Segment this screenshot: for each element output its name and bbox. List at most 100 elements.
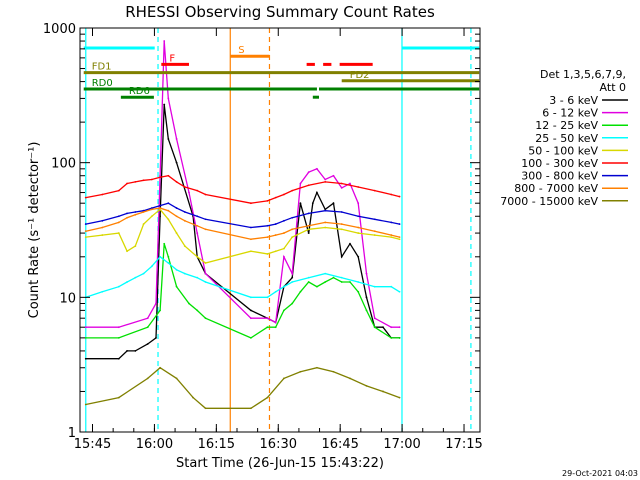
series-3-point-7 <box>159 255 161 258</box>
series-2-point-14 <box>291 302 294 305</box>
series-6-point-21 <box>357 215 360 218</box>
series-6-point-17 <box>291 216 294 219</box>
series-4-point-19 <box>324 226 327 229</box>
series-7-point-2 <box>117 221 120 224</box>
series-line-0 <box>85 104 400 360</box>
series-1-point-26 <box>390 326 393 329</box>
series-3-point-8 <box>167 262 170 264</box>
flag-label-4: FD2 <box>350 70 370 81</box>
series-1-point-5 <box>163 40 166 42</box>
chart-title: RHESSI Observing Summary Count Rates <box>125 3 435 21</box>
legend-label-3: 25 - 50 keV <box>535 132 598 145</box>
series-0-point-7 <box>163 103 166 106</box>
legend-header-line-0: Det 1,3,5,6,7,9, <box>540 68 626 81</box>
series-4-point-11 <box>196 255 199 258</box>
series-4-point-3 <box>126 250 128 253</box>
series-3-point-22 <box>373 285 376 288</box>
series-0-point-18 <box>299 202 302 205</box>
series-0-point-13 <box>249 309 252 312</box>
series-3-point-3 <box>126 281 128 283</box>
flag-label-1: S <box>238 45 244 56</box>
legend-label-8: 7000 - 15000 keV <box>500 195 598 208</box>
series-1-point-27 <box>398 326 401 329</box>
series-6-point-14 <box>266 224 269 227</box>
series-8-point-1 <box>117 396 120 399</box>
series-0-point-26 <box>357 255 360 258</box>
y-tick-label-1: 10 <box>59 291 76 306</box>
series-0-point-20 <box>311 202 314 205</box>
series-line-4 <box>85 208 400 264</box>
series-4-point-24 <box>398 238 401 241</box>
series-0-point-3 <box>134 350 137 352</box>
series-6-point-22 <box>373 218 376 221</box>
series-0-point-19 <box>307 232 310 234</box>
series-5-point-1 <box>101 193 104 196</box>
series-6-point-13 <box>249 226 252 229</box>
series-0-point-27 <box>365 296 368 299</box>
series-line-2 <box>85 243 400 339</box>
series-8-point-14 <box>365 384 368 387</box>
series-2-point-3 <box>159 309 161 312</box>
series-1-point-1 <box>117 326 120 329</box>
series-8-point-10 <box>299 370 302 373</box>
series-1-point-10 <box>204 272 207 275</box>
series-2-point-16 <box>307 281 310 283</box>
series-1-point-0 <box>84 326 87 329</box>
series-4-point-17 <box>291 236 294 239</box>
series-7-point-6 <box>150 208 153 211</box>
x-tick-label-0: 15:45 <box>74 437 111 452</box>
series-7-point-24 <box>398 236 401 239</box>
series-3-point-15 <box>274 290 277 293</box>
series-8-point-3 <box>159 366 161 369</box>
series-5-point-7 <box>159 176 161 179</box>
series-7-point-5 <box>142 211 145 213</box>
plot-frame <box>79 27 481 433</box>
x-axis-title: Start Time (26-Jun-15 15:43:22) <box>176 456 384 471</box>
series-6-point-12 <box>204 218 207 221</box>
series-0-point-23 <box>332 202 335 205</box>
series-5-point-19 <box>324 180 327 183</box>
series-6-point-0 <box>84 223 87 225</box>
series-0-point-0 <box>84 357 87 360</box>
series-5-point-14 <box>266 200 269 202</box>
series-3-point-11 <box>196 276 199 279</box>
series-1-point-13 <box>274 321 277 324</box>
series-1-point-16 <box>299 182 302 185</box>
series-4-point-21 <box>357 232 360 234</box>
series-2-point-1 <box>117 336 120 339</box>
legend-label-7: 800 - 7000 keV <box>514 182 598 195</box>
series-7-point-20 <box>340 223 343 225</box>
series-1-point-15 <box>291 272 294 275</box>
series-8-point-6 <box>204 407 207 410</box>
series-7-point-18 <box>307 224 310 227</box>
series-1-point-21 <box>340 186 343 189</box>
series-6-point-7 <box>159 204 161 207</box>
series-6-point-24 <box>398 223 401 225</box>
series-3-point-24 <box>398 290 401 293</box>
series-4-point-5 <box>142 223 145 225</box>
series-2-point-17 <box>316 285 318 288</box>
series-2-point-11 <box>266 326 269 329</box>
series-0-point-22 <box>324 208 327 211</box>
x-tick-label-3: 16:30 <box>260 437 297 452</box>
series-5-point-9 <box>175 180 178 183</box>
series-3-point-10 <box>183 272 186 275</box>
plot-layer: S F FD1 FD2 RD0 RD6 15:45 16:00 16:15 16:30 16:45 1… <box>43 22 483 452</box>
series-6-point-10 <box>183 211 186 213</box>
series-6-point-16 <box>283 219 285 222</box>
series-2-point-22 <box>357 290 360 293</box>
series-6-point-9 <box>175 207 178 209</box>
series-1-point-3 <box>155 302 157 305</box>
series-6-point-23 <box>390 221 393 224</box>
series-4-point-12 <box>204 262 207 264</box>
legend-label-4: 50 - 100 keV <box>528 144 598 157</box>
series-1-point-4 <box>159 174 161 177</box>
series-2-point-24 <box>373 326 376 329</box>
series-line-3 <box>85 255 400 298</box>
series-7-point-10 <box>183 219 186 222</box>
series-0-point-29 <box>382 326 384 329</box>
legend-header-line-1: Att 0 <box>600 81 626 94</box>
legend-label-5: 100 - 300 keV <box>521 157 598 170</box>
series-1-point-12 <box>266 317 269 320</box>
